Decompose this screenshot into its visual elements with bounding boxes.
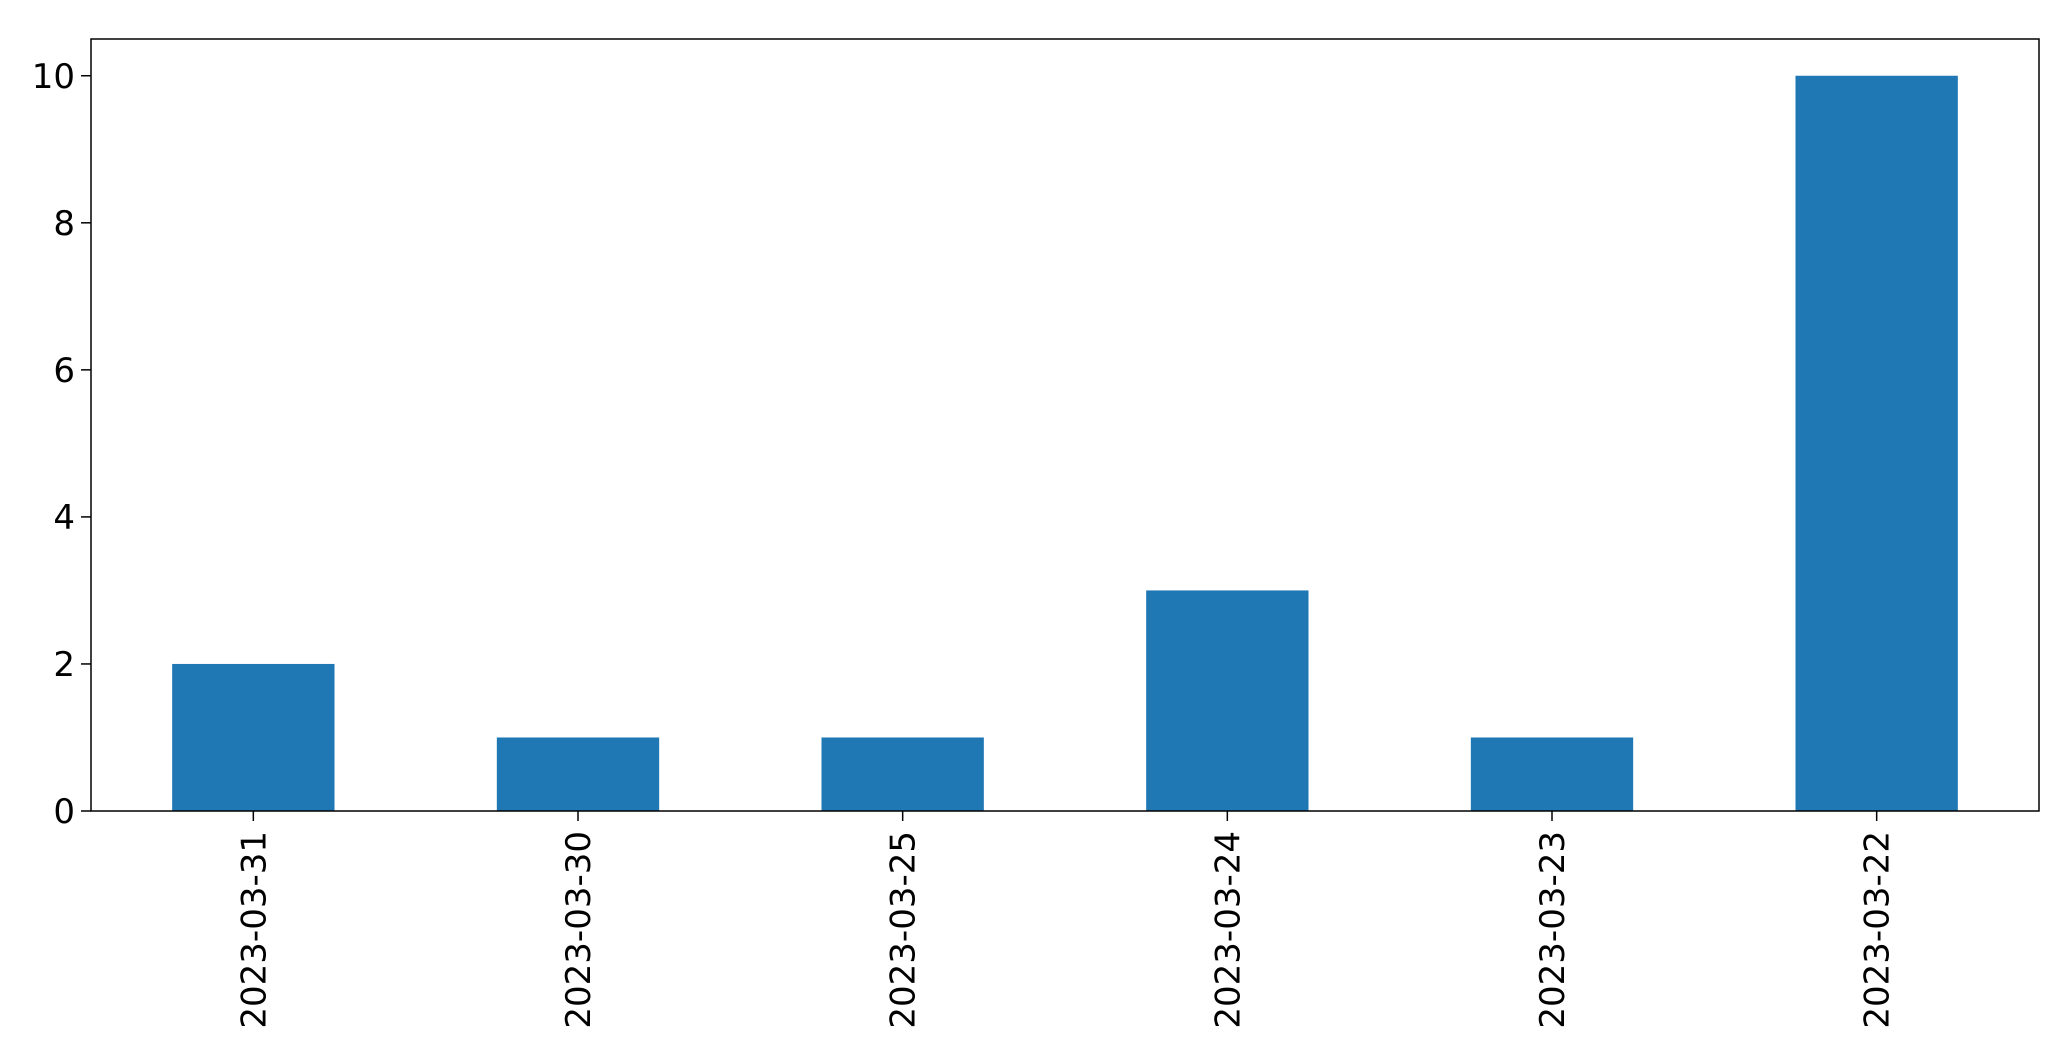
bar-2023-03-22 xyxy=(1795,75,1958,811)
plot-frame xyxy=(90,38,2040,812)
bar-2023-03-24 xyxy=(1146,590,1309,811)
y-tick-label: 6 xyxy=(53,351,75,391)
y-tick-label: 0 xyxy=(53,792,75,832)
x-tick-label: 2023-03-31 xyxy=(234,831,274,1029)
x-tick-label: 2023-03-22 xyxy=(1858,831,1898,1029)
bar-2023-03-23 xyxy=(1470,737,1634,811)
bar-2023-03-31 xyxy=(172,663,335,811)
bar-2023-03-30 xyxy=(496,737,660,811)
y-tick-label: 8 xyxy=(53,204,75,244)
y-tick-label: 4 xyxy=(53,498,75,538)
bar-2023-03-25 xyxy=(821,737,984,811)
bars-group xyxy=(172,75,1958,811)
x-tick-label: 2023-03-24 xyxy=(1208,831,1248,1029)
y-tick-label: 2 xyxy=(53,645,75,685)
x-axis-ticks: 2023-03-31 2023-03-30 2023-03-25 2023-03-24… xyxy=(234,811,1898,1029)
x-tick-label: 2023-03-25 xyxy=(884,831,924,1029)
y-tick-label: 10 xyxy=(32,57,75,97)
y-axis-ticks: 0 2 4 6 8 10 xyxy=(32,57,91,832)
x-tick-label: 2023-03-30 xyxy=(559,831,599,1029)
x-tick-label: 2023-03-23 xyxy=(1533,831,1573,1029)
